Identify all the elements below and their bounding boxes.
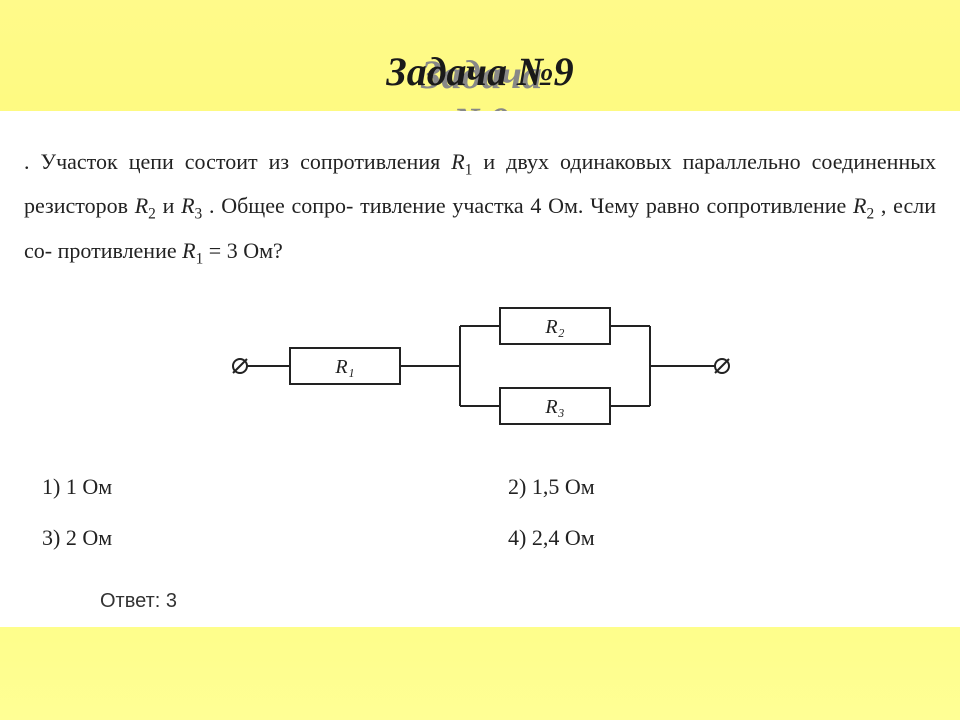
r2: R — [135, 193, 148, 218]
r1eq: R — [182, 238, 195, 263]
text: и двух одинаковых — [472, 149, 671, 174]
option-1: 1) 1 Ом — [34, 466, 460, 509]
rq: R — [853, 193, 866, 218]
text: тивление участка 4 Ом. Чему равно сопрот… — [360, 193, 853, 218]
page-title-text: Задача №9 — [386, 49, 573, 94]
text: и — [156, 193, 181, 218]
svg-text:R₂: R₂ — [544, 316, 564, 338]
option-2: 2) 1,5 Ом — [500, 466, 926, 509]
answer-text: Ответ: 3 — [100, 590, 177, 612]
circuit-diagram: R₁ R₂ R₃ — [200, 286, 760, 446]
option-3: 3) 2 Ом — [34, 517, 460, 560]
r3: R — [181, 193, 194, 218]
content-panel: . Участок цепи состоит из сопротивления … — [0, 111, 960, 580]
r1: R — [451, 149, 464, 174]
svg-text:R₃: R₃ — [544, 396, 564, 418]
text: Ом? — [238, 238, 283, 263]
answer-key: Ответ: 3 — [0, 580, 960, 627]
option-4: 4) 2,4 Ом — [500, 517, 926, 560]
answer-options: 1) 1 Ом 2) 1,5 Ом 3) 2 Ом 4) 2,4 Ом — [24, 466, 936, 570]
svg-text:R₁: R₁ — [334, 356, 354, 378]
page-title: Задача №9 Задача №9 — [386, 48, 573, 95]
problem-text: . Участок цепи состоит из сопротивления … — [24, 141, 936, 274]
r1eq-val: = 3 — [203, 238, 237, 263]
text: . Общее сопро- — [202, 193, 353, 218]
r2-sub: 2 — [148, 206, 156, 223]
text: противление — [58, 238, 183, 263]
text: . Участок цепи состоит из сопротивления — [24, 149, 451, 174]
